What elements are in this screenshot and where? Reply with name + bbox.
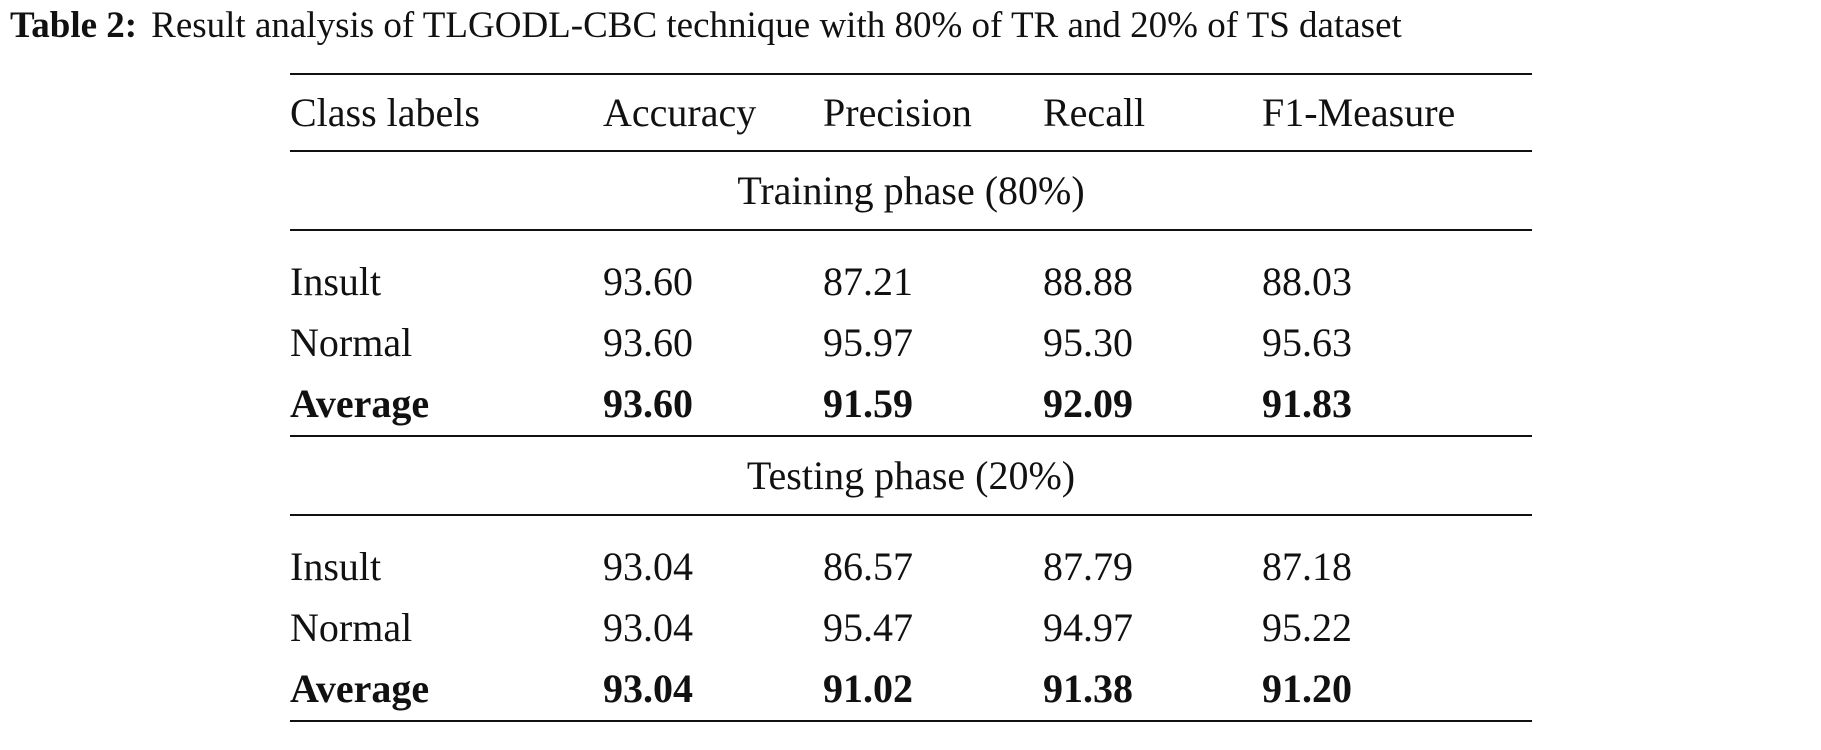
header-row: Class labels Accuracy Precision Recall F… [290,75,1532,150]
precision-cell: 95.47 [823,604,913,650]
class-label-cell: Insult [290,543,382,589]
class-label-cell: Normal [290,319,413,365]
testing-rule [290,514,1532,516]
testing-phase-title: Testing phase (20%) [746,452,1076,498]
header-precision: Precision [823,89,972,135]
f1-measure-cell: 95.22 [1262,604,1352,650]
recall-cell: 95.30 [1043,319,1133,365]
accuracy-cell: 93.04 [603,604,693,650]
header-f1-measure: F1-Measure [1262,89,1456,135]
recall-cell: 87.79 [1043,543,1133,589]
bottom-rule [290,720,1532,722]
f1-measure-cell: 91.83 [1262,380,1352,426]
table-number: Table 2: [10,5,138,46]
precision-cell: 91.59 [823,380,913,426]
table-caption: Table 2: Result analysis of TLGODL-CBC te… [10,2,1402,50]
table-row: Insult 93.04 86.57 87.79 87.18 [290,536,1532,597]
f1-measure-cell: 87.18 [1262,543,1352,589]
class-label-cell: Insult [290,258,382,304]
precision-cell: 91.02 [823,665,913,711]
class-label-cell: Normal [290,604,413,650]
accuracy-cell: 93.04 [603,665,693,711]
recall-cell: 88.88 [1043,258,1133,304]
top-rule [290,73,1532,75]
training-phase-title: Training phase (80%) [737,167,1085,213]
accuracy-cell: 93.60 [603,319,693,365]
f1-measure-cell: 91.20 [1262,665,1352,711]
accuracy-cell: 93.04 [603,543,693,589]
header-recall: Recall [1043,89,1146,135]
section-rule [290,435,1532,437]
precision-cell: 86.57 [823,543,913,589]
f1-measure-cell: 95.63 [1262,319,1352,365]
training-rule [290,229,1532,231]
recall-cell: 92.09 [1043,380,1133,426]
recall-cell: 94.97 [1043,604,1133,650]
accuracy-cell: 93.60 [603,380,693,426]
table-row: Normal 93.60 95.97 95.30 95.63 [290,312,1532,373]
precision-cell: 87.21 [823,258,913,304]
average-row: Average 93.60 91.59 92.09 91.83 [290,373,1532,434]
precision-cell: 95.97 [823,319,913,365]
results-table: Class labels Accuracy Precision Recall F… [290,73,1532,722]
class-label-cell: Average [290,380,430,426]
recall-cell: 91.38 [1043,665,1133,711]
header-rule [290,150,1532,152]
f1-measure-cell: 88.03 [1262,258,1352,304]
accuracy-cell: 93.60 [603,258,693,304]
table-row: Normal 93.04 95.47 94.97 95.22 [290,597,1532,658]
caption-text: Result analysis of TLGODL-CBC technique … [151,5,1402,46]
average-row: Average 93.04 91.02 91.38 91.20 [290,658,1532,719]
header-accuracy: Accuracy [603,89,757,135]
header-class-labels: Class labels [290,89,480,135]
class-label-cell: Average [290,665,430,711]
table-row: Insult 93.60 87.21 88.88 88.03 [290,251,1532,312]
